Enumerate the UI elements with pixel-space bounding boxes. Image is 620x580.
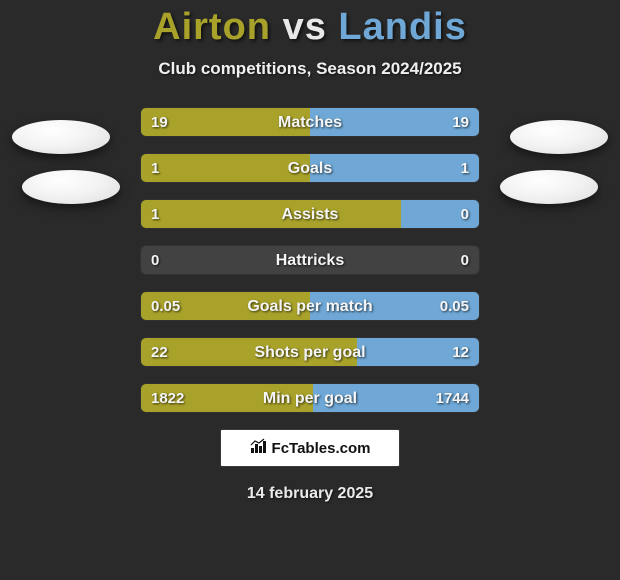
source-text: FcTables.com [272, 440, 371, 457]
subtitle: Club competitions, Season 2024/2025 [0, 59, 620, 79]
stat-row: 19Matches19 [140, 107, 480, 137]
stat-row: 1822Min per goal1744 [140, 383, 480, 413]
date-label: 14 february 2025 [0, 485, 620, 503]
stat-value-right: 0.05 [440, 292, 469, 321]
stat-label: Min per goal [141, 384, 479, 413]
stat-label: Goals per match [141, 292, 479, 321]
source-badge[interactable]: FcTables.com [220, 429, 400, 467]
player2-avatar-bottom [500, 170, 598, 204]
stat-row: 0Hattricks0 [140, 245, 480, 275]
stat-row: 1Goals1 [140, 153, 480, 183]
stat-row: 1Assists0 [140, 199, 480, 229]
player1-avatar-top [12, 120, 110, 154]
player2-avatar-top [510, 120, 608, 154]
stat-label: Assists [141, 200, 479, 229]
stat-value-right: 1 [461, 154, 469, 183]
comparison-title: Airton vs Landis [0, 0, 620, 49]
stat-value-right: 0 [461, 246, 469, 275]
stat-value-right: 0 [461, 200, 469, 229]
stat-row: 0.05Goals per match0.05 [140, 291, 480, 321]
stat-value-right: 1744 [436, 384, 469, 413]
stats-container: 19Matches191Goals11Assists00Hattricks00.… [140, 107, 480, 413]
stat-label: Matches [141, 108, 479, 137]
stat-row: 22Shots per goal12 [140, 337, 480, 367]
stat-value-right: 19 [452, 108, 469, 137]
chart-icon [250, 438, 268, 459]
stat-label: Shots per goal [141, 338, 479, 367]
stat-value-right: 12 [452, 338, 469, 367]
player1-name: Airton [153, 6, 271, 48]
vs-label: vs [283, 6, 327, 48]
stat-label: Hattricks [141, 246, 479, 275]
player1-avatar-bottom [22, 170, 120, 204]
stat-label: Goals [141, 154, 479, 183]
player2-name: Landis [338, 6, 466, 48]
